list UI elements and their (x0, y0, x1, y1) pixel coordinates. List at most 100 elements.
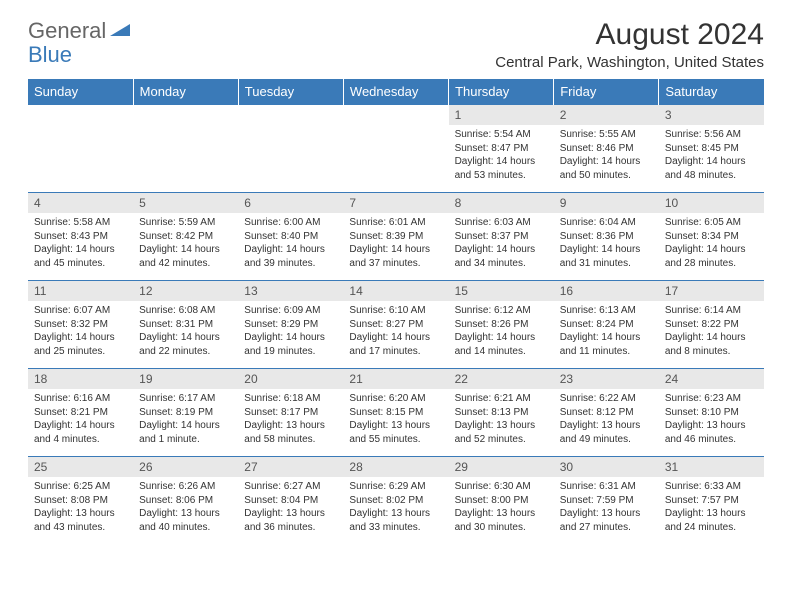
day-cell: 15Sunrise: 6:12 AMSunset: 8:26 PMDayligh… (449, 281, 554, 369)
day-number: 27 (238, 457, 343, 477)
day-info: Sunrise: 6:29 AMSunset: 8:02 PMDaylight:… (343, 477, 448, 537)
day-header: Monday (133, 79, 238, 105)
day-info: Sunrise: 6:04 AMSunset: 8:36 PMDaylight:… (554, 213, 659, 273)
empty-cell (343, 105, 448, 193)
day-number: 21 (343, 369, 448, 389)
day-info: Sunrise: 6:33 AMSunset: 7:57 PMDaylight:… (659, 477, 764, 537)
day-cell: 7Sunrise: 6:01 AMSunset: 8:39 PMDaylight… (343, 193, 448, 281)
day-info: Sunrise: 6:07 AMSunset: 8:32 PMDaylight:… (28, 301, 133, 361)
day-number: 1 (449, 105, 554, 125)
day-info: Sunrise: 6:12 AMSunset: 8:26 PMDaylight:… (449, 301, 554, 361)
day-cell: 20Sunrise: 6:18 AMSunset: 8:17 PMDayligh… (238, 369, 343, 457)
day-number: 7 (343, 193, 448, 213)
day-number: 9 (554, 193, 659, 213)
day-info: Sunrise: 6:25 AMSunset: 8:08 PMDaylight:… (28, 477, 133, 537)
day-cell: 28Sunrise: 6:29 AMSunset: 8:02 PMDayligh… (343, 457, 448, 545)
day-header: Friday (554, 79, 659, 105)
day-cell: 29Sunrise: 6:30 AMSunset: 8:00 PMDayligh… (449, 457, 554, 545)
day-cell: 30Sunrise: 6:31 AMSunset: 7:59 PMDayligh… (554, 457, 659, 545)
day-info: Sunrise: 6:00 AMSunset: 8:40 PMDaylight:… (238, 213, 343, 273)
day-info: Sunrise: 6:21 AMSunset: 8:13 PMDaylight:… (449, 389, 554, 449)
day-cell: 21Sunrise: 6:20 AMSunset: 8:15 PMDayligh… (343, 369, 448, 457)
day-number: 25 (28, 457, 133, 477)
day-info: Sunrise: 5:59 AMSunset: 8:42 PMDaylight:… (133, 213, 238, 273)
day-number: 20 (238, 369, 343, 389)
day-number: 15 (449, 281, 554, 301)
day-number: 5 (133, 193, 238, 213)
day-info: Sunrise: 5:54 AMSunset: 8:47 PMDaylight:… (449, 125, 554, 185)
day-info: Sunrise: 6:23 AMSunset: 8:10 PMDaylight:… (659, 389, 764, 449)
day-cell: 14Sunrise: 6:10 AMSunset: 8:27 PMDayligh… (343, 281, 448, 369)
day-info: Sunrise: 6:27 AMSunset: 8:04 PMDaylight:… (238, 477, 343, 537)
day-number: 22 (449, 369, 554, 389)
logo-triangle-icon (110, 18, 130, 44)
day-info: Sunrise: 6:26 AMSunset: 8:06 PMDaylight:… (133, 477, 238, 537)
logo-text-2: Blue (28, 42, 72, 68)
day-info: Sunrise: 6:08 AMSunset: 8:31 PMDaylight:… (133, 301, 238, 361)
day-number: 17 (659, 281, 764, 301)
day-number: 29 (449, 457, 554, 477)
day-cell: 19Sunrise: 6:17 AMSunset: 8:19 PMDayligh… (133, 369, 238, 457)
day-info: Sunrise: 6:18 AMSunset: 8:17 PMDaylight:… (238, 389, 343, 449)
day-info: Sunrise: 6:30 AMSunset: 8:00 PMDaylight:… (449, 477, 554, 537)
location: Central Park, Washington, United States (495, 54, 764, 71)
calendar-body: 1Sunrise: 5:54 AMSunset: 8:47 PMDaylight… (28, 105, 764, 545)
day-info: Sunrise: 6:05 AMSunset: 8:34 PMDaylight:… (659, 213, 764, 273)
day-number: 14 (343, 281, 448, 301)
header: General August 2024 Central Park, Washin… (28, 18, 764, 71)
day-info: Sunrise: 6:16 AMSunset: 8:21 PMDaylight:… (28, 389, 133, 449)
day-cell: 13Sunrise: 6:09 AMSunset: 8:29 PMDayligh… (238, 281, 343, 369)
day-number: 8 (449, 193, 554, 213)
day-number: 31 (659, 457, 764, 477)
day-number: 26 (133, 457, 238, 477)
day-cell: 8Sunrise: 6:03 AMSunset: 8:37 PMDaylight… (449, 193, 554, 281)
day-cell: 6Sunrise: 6:00 AMSunset: 8:40 PMDaylight… (238, 193, 343, 281)
day-number: 24 (659, 369, 764, 389)
day-number: 4 (28, 193, 133, 213)
day-info: Sunrise: 5:58 AMSunset: 8:43 PMDaylight:… (28, 213, 133, 273)
day-number: 3 (659, 105, 764, 125)
day-header: Tuesday (238, 79, 343, 105)
day-number: 12 (133, 281, 238, 301)
day-number: 10 (659, 193, 764, 213)
day-cell: 12Sunrise: 6:08 AMSunset: 8:31 PMDayligh… (133, 281, 238, 369)
day-number: 2 (554, 105, 659, 125)
day-info: Sunrise: 6:20 AMSunset: 8:15 PMDaylight:… (343, 389, 448, 449)
day-cell: 17Sunrise: 6:14 AMSunset: 8:22 PMDayligh… (659, 281, 764, 369)
day-cell: 23Sunrise: 6:22 AMSunset: 8:12 PMDayligh… (554, 369, 659, 457)
days-of-week-row: SundayMondayTuesdayWednesdayThursdayFrid… (28, 79, 764, 105)
day-number: 30 (554, 457, 659, 477)
logo: General (28, 18, 132, 44)
day-number: 28 (343, 457, 448, 477)
day-info: Sunrise: 6:10 AMSunset: 8:27 PMDaylight:… (343, 301, 448, 361)
logo-text-1: General (28, 18, 106, 44)
title-block: August 2024 Central Park, Washington, Un… (495, 18, 764, 71)
day-cell: 9Sunrise: 6:04 AMSunset: 8:36 PMDaylight… (554, 193, 659, 281)
day-info: Sunrise: 6:09 AMSunset: 8:29 PMDaylight:… (238, 301, 343, 361)
day-cell: 24Sunrise: 6:23 AMSunset: 8:10 PMDayligh… (659, 369, 764, 457)
day-info: Sunrise: 6:03 AMSunset: 8:37 PMDaylight:… (449, 213, 554, 273)
day-cell: 11Sunrise: 6:07 AMSunset: 8:32 PMDayligh… (28, 281, 133, 369)
day-cell: 22Sunrise: 6:21 AMSunset: 8:13 PMDayligh… (449, 369, 554, 457)
day-number: 13 (238, 281, 343, 301)
day-cell: 2Sunrise: 5:55 AMSunset: 8:46 PMDaylight… (554, 105, 659, 193)
calendar-table: SundayMondayTuesdayWednesdayThursdayFrid… (28, 79, 764, 545)
day-cell: 10Sunrise: 6:05 AMSunset: 8:34 PMDayligh… (659, 193, 764, 281)
month-title: August 2024 (495, 18, 764, 52)
day-number: 18 (28, 369, 133, 389)
day-header: Wednesday (343, 79, 448, 105)
day-info: Sunrise: 6:22 AMSunset: 8:12 PMDaylight:… (554, 389, 659, 449)
empty-cell (28, 105, 133, 193)
day-cell: 1Sunrise: 5:54 AMSunset: 8:47 PMDaylight… (449, 105, 554, 193)
day-number: 19 (133, 369, 238, 389)
day-info: Sunrise: 6:14 AMSunset: 8:22 PMDaylight:… (659, 301, 764, 361)
day-info: Sunrise: 6:31 AMSunset: 7:59 PMDaylight:… (554, 477, 659, 537)
day-cell: 25Sunrise: 6:25 AMSunset: 8:08 PMDayligh… (28, 457, 133, 545)
day-cell: 5Sunrise: 5:59 AMSunset: 8:42 PMDaylight… (133, 193, 238, 281)
day-cell: 16Sunrise: 6:13 AMSunset: 8:24 PMDayligh… (554, 281, 659, 369)
day-header: Thursday (449, 79, 554, 105)
day-cell: 27Sunrise: 6:27 AMSunset: 8:04 PMDayligh… (238, 457, 343, 545)
day-cell: 26Sunrise: 6:26 AMSunset: 8:06 PMDayligh… (133, 457, 238, 545)
empty-cell (133, 105, 238, 193)
day-info: Sunrise: 5:56 AMSunset: 8:45 PMDaylight:… (659, 125, 764, 185)
